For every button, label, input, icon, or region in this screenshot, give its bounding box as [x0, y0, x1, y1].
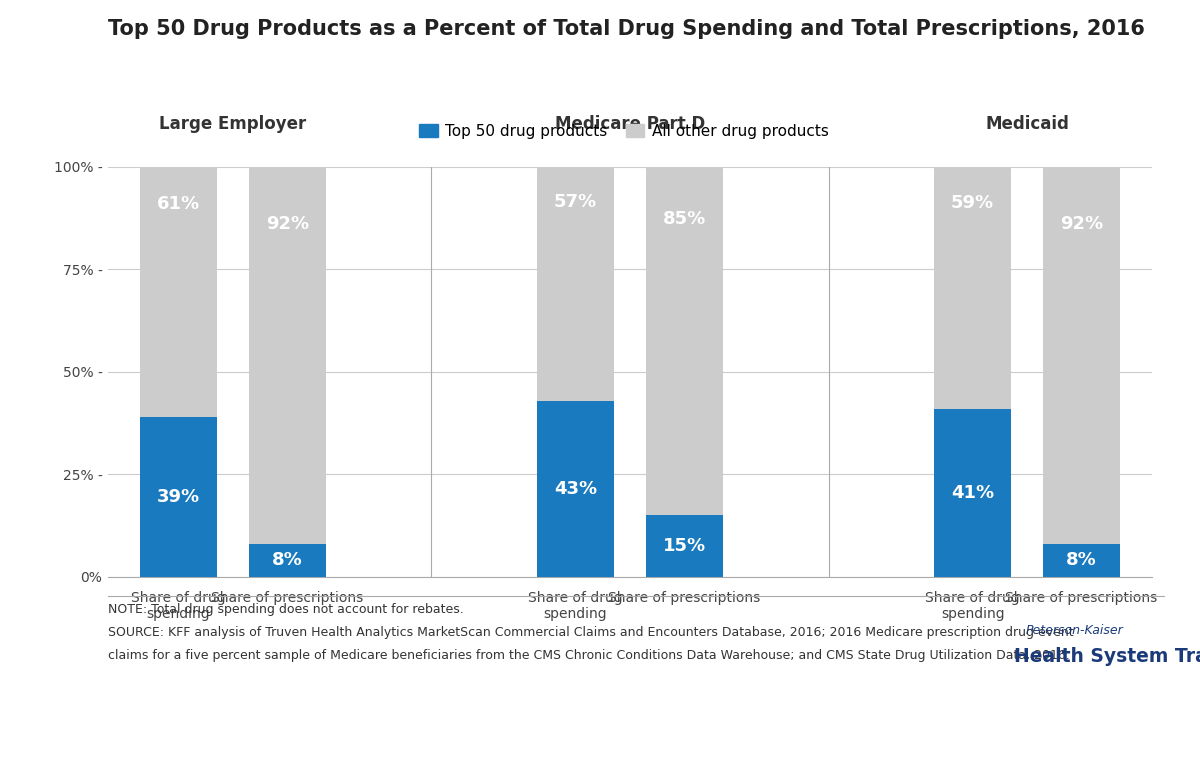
Text: Health System Tracker: Health System Tracker: [1014, 647, 1200, 666]
Text: 8%: 8%: [272, 552, 302, 569]
Bar: [538, 401, 614, 577]
Bar: [248, 544, 325, 577]
Bar: [248, 167, 325, 544]
Bar: [935, 409, 1012, 577]
Bar: [1043, 544, 1120, 577]
Text: 57%: 57%: [554, 193, 598, 211]
Text: Top 50 Drug Products as a Percent of Total Drug Spending and Total Prescriptions: Top 50 Drug Products as a Percent of Tot…: [108, 19, 1145, 39]
Text: 59%: 59%: [952, 194, 995, 213]
Text: NOTE: Total drug spending does not account for rebates.: NOTE: Total drug spending does not accou…: [108, 603, 463, 616]
Text: SOURCE: KFF analysis of Truven Health Analytics MarketScan Commercial Claims and: SOURCE: KFF analysis of Truven Health An…: [108, 626, 1074, 639]
Legend: Top 50 drug products, All other drug products: Top 50 drug products, All other drug pro…: [413, 118, 835, 145]
Bar: [140, 417, 217, 577]
Text: Large Employer: Large Employer: [160, 115, 306, 133]
Text: 61%: 61%: [157, 196, 200, 213]
Bar: [935, 167, 1012, 409]
Text: 8%: 8%: [1066, 552, 1097, 569]
Text: claims for a five percent sample of Medicare beneficiaries from the CMS Chronic : claims for a five percent sample of Medi…: [108, 649, 1069, 662]
Bar: [538, 167, 614, 401]
Text: Peterson-Kaiser: Peterson-Kaiser: [1026, 624, 1123, 637]
Bar: [140, 167, 217, 417]
Text: 39%: 39%: [157, 488, 200, 506]
Text: 15%: 15%: [662, 537, 706, 555]
Text: Medicare Part D: Medicare Part D: [554, 115, 706, 133]
Text: 92%: 92%: [265, 215, 308, 232]
Text: 41%: 41%: [952, 483, 995, 502]
Bar: [1043, 167, 1120, 544]
Text: 92%: 92%: [1060, 215, 1103, 232]
Bar: [646, 167, 722, 515]
Bar: [646, 515, 722, 577]
Text: 85%: 85%: [662, 210, 706, 228]
Text: Medicaid: Medicaid: [985, 115, 1069, 133]
Text: 43%: 43%: [554, 480, 598, 498]
